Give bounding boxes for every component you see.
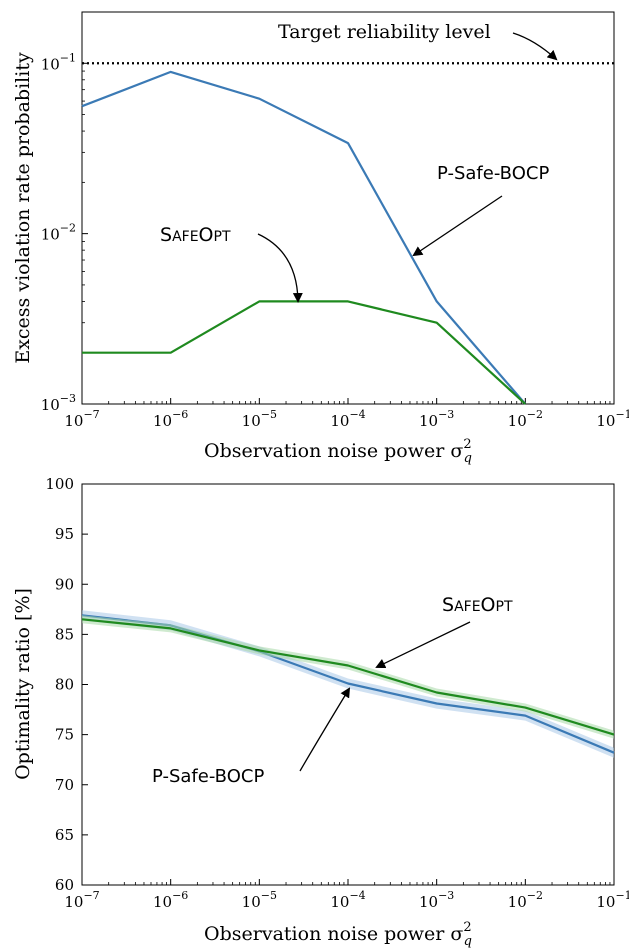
bottom-y-tick-label: 85 [55,625,74,643]
bottom-x-tick-label: 10−3 [419,889,454,911]
top-x-tick-label: 10−4 [330,408,365,430]
bottom-series [81,610,615,758]
bottom-chart: 10−7 10−6 10−5 10−4 10−3 10−2 10−1 60 65 70 75 80 8… [12,475,629,949]
bottom-x-tick-label: 10−5 [242,889,277,911]
bottom-y-tick-label: 65 [55,826,74,844]
top-x-tick-label: 10−1 [596,408,629,430]
annotation-top-safeopt-afe: AFE [172,229,198,245]
bottom-x-tick-label: 10−4 [330,889,365,911]
annotation-bottom-safeopt-afe: AFE [454,599,480,615]
top-x-tick-label: 10−5 [242,408,277,430]
bottom-x-ticks: 10−7 10−6 10−5 10−4 10−3 10−2 10−1 [64,879,629,911]
annotation-top-safeopt-s: S [160,224,172,246]
annotation-bottom-safeopt: SAFEOPT [442,594,513,616]
bottom-y-tick-label: 75 [55,726,74,744]
bottom-x-axis-label-sub: q [464,934,472,949]
top-y-axis-label: Excess violation rate probability [12,52,34,364]
top-x-tick-label: 10−3 [419,408,454,430]
annotation-bottom-safeopt-pt: PT [496,599,513,615]
arrow-top-p-safe-bocp [412,195,503,257]
top-line-p-safe-bocp [81,70,527,405]
top-x-axis-label-text: Observation noise power σ [204,440,463,462]
top-line-safeopt [82,300,527,405]
annotation-bottom-safeopt-s: S [442,594,454,616]
bottom-y-tick-label: 70 [55,776,74,794]
bottom-x-axis-label-text: Observation noise power σ [204,923,463,945]
bottom-band-safeopt [82,615,614,739]
top-x-tick-label: 10−7 [64,408,99,430]
annotation-bottom-safeopt-o: O [481,594,496,616]
top-y-ticks: 10−3 10−2 10−1 [41,11,88,414]
bottom-x-axis-label-sup: 2 [463,920,471,935]
bottom-y-tick-label: 90 [55,575,74,593]
annotation-bottom-p-safe-bocp: P-Safe-BOCP [152,766,264,787]
top-series [81,70,527,405]
bottom-y-tick-label: 60 [55,876,74,894]
bottom-x-tick-label: 10−6 [153,889,188,911]
top-x-tick-label: 10−2 [508,408,543,430]
bottom-x-tick-label: 10−2 [508,889,543,911]
top-y-tick-label: 10−1 [41,51,76,73]
top-chart: 10−7 10−6 10−5 10−4 10−3 10−2 10−1 10−310−210−… [12,11,629,466]
top-x-axis-label-sub: q [464,451,472,466]
top-plot-frame [81,11,615,405]
top-x-tick-label: 10−6 [153,408,188,430]
bottom-y-axis-label: Optimality ratio [%] [12,588,34,780]
annotation-top-safeopt-pt: PT [214,229,231,245]
top-x-axis-label-sup: 2 [463,437,471,452]
bottom-x-axis-label: Observation noise power σ2 q [204,920,472,949]
arrow-bottom-safeopt [375,621,471,669]
bottom-y-tick-label: 95 [55,525,74,543]
bottom-y-ticks: 60 65 70 75 80 85 90 95 100 [45,475,88,894]
top-y-tick-label: 10−2 [41,222,76,244]
top-y-tick-label: 10−3 [41,392,76,414]
top-x-ticks: 10−7 10−6 10−5 10−4 10−3 10−2 10−1 [64,398,629,430]
bottom-y-tick-label: 100 [45,475,74,493]
arrow-bottom-p-safe-bocp [299,687,351,772]
annotation-top-safeopt: SAFEOPT [160,224,231,246]
top-x-axis-label: Observation noise power σ2 q [204,437,472,466]
annotation-top-p-safe-bocp: P-Safe-BOCP [437,163,549,184]
arrow-top-safeopt [257,233,303,303]
annotation-target-reliability: Target reliability level [278,21,491,43]
bottom-y-tick-label: 80 [55,676,74,694]
bottom-x-tick-label: 10−1 [596,889,629,911]
arrow-target-reliability [512,32,558,61]
bottom-x-tick-label: 10−7 [64,889,99,911]
annotation-top-safeopt-o: O [199,224,214,246]
bottom-line-safeopt [81,618,615,736]
bottom-line-p-safe-bocp [81,614,615,754]
